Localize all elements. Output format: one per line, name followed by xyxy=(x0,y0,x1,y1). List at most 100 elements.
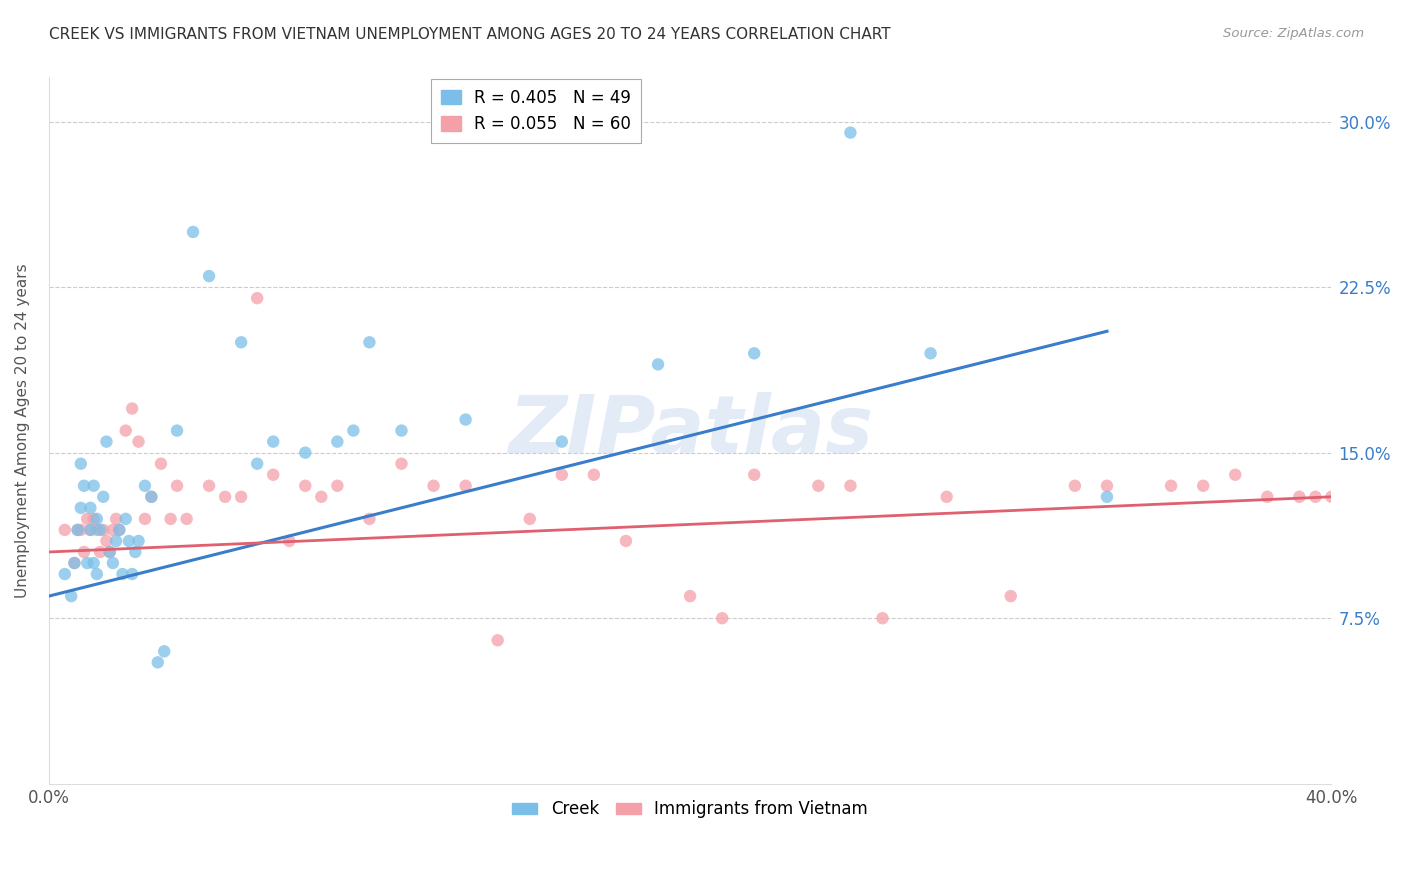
Point xyxy=(53,523,76,537)
Point xyxy=(73,479,96,493)
Point xyxy=(839,479,862,493)
Text: CREEK VS IMMIGRANTS FROM VIETNAM UNEMPLOYMENT AMONG AGES 20 TO 24 YEARS CORRELAT: CREEK VS IMMIGRANTS FROM VIETNAM UNEMPLO… xyxy=(49,27,891,42)
Point xyxy=(176,512,198,526)
Point xyxy=(60,589,83,603)
Point xyxy=(128,434,150,449)
Point xyxy=(105,512,128,526)
Point xyxy=(551,467,574,482)
Point xyxy=(214,490,236,504)
Point xyxy=(73,545,96,559)
Point xyxy=(1256,490,1278,504)
Point xyxy=(66,523,89,537)
Point xyxy=(166,479,188,493)
Point xyxy=(231,490,253,504)
Point xyxy=(711,611,734,625)
Point xyxy=(63,556,86,570)
Point xyxy=(342,424,364,438)
Point xyxy=(101,523,124,537)
Point xyxy=(1160,479,1182,493)
Point xyxy=(262,434,284,449)
Point xyxy=(198,479,221,493)
Point xyxy=(149,457,172,471)
Point xyxy=(83,556,105,570)
Point xyxy=(807,479,830,493)
Point xyxy=(1305,490,1327,504)
Point xyxy=(872,611,894,625)
Point xyxy=(454,412,477,426)
Point xyxy=(96,533,118,548)
Point xyxy=(1000,589,1022,603)
Text: ZIPatlas: ZIPatlas xyxy=(508,392,873,469)
Point xyxy=(134,479,156,493)
Point xyxy=(679,589,702,603)
Point xyxy=(454,479,477,493)
Point xyxy=(121,401,143,416)
Point xyxy=(742,467,765,482)
Point xyxy=(647,357,669,371)
Point xyxy=(935,490,957,504)
Point xyxy=(79,523,101,537)
Point xyxy=(91,523,114,537)
Point xyxy=(166,424,188,438)
Point xyxy=(96,434,118,449)
Point xyxy=(108,523,131,537)
Point xyxy=(108,523,131,537)
Point xyxy=(134,512,156,526)
Point xyxy=(98,545,121,559)
Point xyxy=(124,545,146,559)
Point xyxy=(153,644,176,658)
Point xyxy=(294,445,316,459)
Point xyxy=(1288,490,1310,504)
Point xyxy=(141,490,163,504)
Point xyxy=(1320,490,1343,504)
Point xyxy=(246,291,269,305)
Point xyxy=(128,533,150,548)
Point xyxy=(79,523,101,537)
Point xyxy=(311,490,333,504)
Text: Source: ZipAtlas.com: Source: ZipAtlas.com xyxy=(1223,27,1364,40)
Point xyxy=(742,346,765,360)
Point xyxy=(91,490,114,504)
Point xyxy=(98,545,121,559)
Point xyxy=(53,567,76,582)
Point xyxy=(839,126,862,140)
Point xyxy=(1192,479,1215,493)
Point xyxy=(69,457,91,471)
Point xyxy=(79,500,101,515)
Point xyxy=(159,512,181,526)
Point xyxy=(141,490,163,504)
Point xyxy=(114,512,136,526)
Point xyxy=(391,457,413,471)
Point xyxy=(614,533,637,548)
Point xyxy=(278,533,301,548)
Point xyxy=(111,567,134,582)
Point xyxy=(69,523,91,537)
Point xyxy=(121,567,143,582)
Point xyxy=(1064,479,1087,493)
Point xyxy=(114,424,136,438)
Point xyxy=(1095,490,1118,504)
Point xyxy=(1095,479,1118,493)
Point xyxy=(294,479,316,493)
Point xyxy=(86,567,108,582)
Point xyxy=(105,533,128,548)
Point xyxy=(1225,467,1247,482)
Point xyxy=(582,467,605,482)
Point xyxy=(551,434,574,449)
Point xyxy=(146,656,169,670)
Point xyxy=(262,467,284,482)
Point xyxy=(89,545,111,559)
Point xyxy=(89,523,111,537)
Point xyxy=(326,479,349,493)
Point xyxy=(181,225,204,239)
Y-axis label: Unemployment Among Ages 20 to 24 years: Unemployment Among Ages 20 to 24 years xyxy=(15,263,30,598)
Point xyxy=(69,500,91,515)
Point xyxy=(391,424,413,438)
Point xyxy=(359,335,381,350)
Point xyxy=(76,556,98,570)
Point xyxy=(83,479,105,493)
Point xyxy=(231,335,253,350)
Point xyxy=(198,269,221,284)
Point xyxy=(63,556,86,570)
Point xyxy=(486,633,509,648)
